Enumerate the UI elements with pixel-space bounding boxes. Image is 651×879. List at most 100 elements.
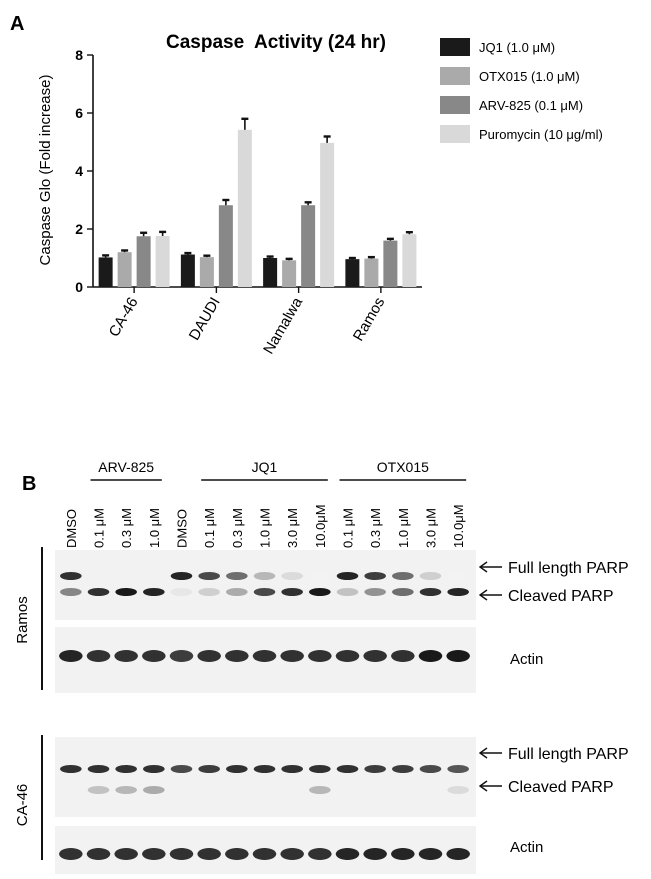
bar — [320, 142, 335, 287]
lane-label: 3.0 μM — [285, 508, 300, 548]
lane-label: 0.1 μM — [202, 508, 217, 548]
legend-swatch — [440, 67, 470, 85]
blot-ca-46: CA-46 Full length PARP Cleaved PARP Actin — [14, 735, 629, 879]
band — [142, 650, 166, 662]
bar — [117, 252, 132, 287]
band-label: Full length PARP — [508, 560, 629, 577]
bar — [402, 234, 417, 287]
legend-label: ARV-825 (0.1 μM) — [479, 98, 583, 113]
lane-label: 0.3 μM — [119, 508, 134, 548]
bar — [180, 254, 195, 287]
band — [143, 765, 165, 773]
band — [87, 765, 110, 773]
band — [60, 588, 82, 596]
band — [225, 848, 249, 860]
band — [336, 765, 359, 773]
legend-label: OTX015 (1.0 μM) — [479, 69, 580, 84]
band — [142, 848, 166, 860]
y-tick-label: 6 — [75, 105, 83, 121]
legend-label: Puromycin (10 μg/ml) — [479, 127, 603, 142]
bar — [364, 258, 379, 287]
band — [226, 765, 248, 773]
band — [253, 572, 276, 580]
legend-swatch — [440, 38, 470, 56]
band — [87, 588, 110, 596]
band — [226, 588, 248, 596]
band — [114, 848, 138, 860]
band — [392, 588, 414, 596]
y-tick-label: 8 — [75, 47, 83, 63]
band — [169, 650, 194, 662]
bar — [237, 129, 252, 287]
lane-label: 0.1 μM — [92, 508, 107, 548]
band — [309, 588, 331, 596]
chart-x-tick-labels: CA-46 DAUDI Namalwa Ramos — [106, 287, 388, 357]
x-tick-label: Namalwa — [260, 294, 306, 357]
band — [253, 765, 276, 773]
y-axis-label: Caspase Glo (Fold increase) — [37, 75, 54, 266]
band — [335, 848, 360, 860]
band — [281, 765, 303, 773]
lane-label: DMSO — [175, 509, 190, 548]
band — [170, 572, 193, 580]
band — [143, 588, 165, 596]
band — [226, 572, 248, 580]
band — [60, 572, 82, 580]
band — [447, 588, 469, 596]
band — [309, 786, 331, 794]
x-tick-label: DAUDI — [186, 295, 224, 344]
panel-a-label: A — [10, 13, 24, 35]
band — [446, 848, 470, 860]
bar — [98, 257, 113, 287]
chart-bars — [98, 117, 417, 287]
lane-label: 0.3 μM — [230, 508, 245, 548]
band — [169, 848, 194, 860]
legend-swatch — [440, 125, 470, 143]
band — [87, 786, 110, 794]
band — [225, 650, 249, 662]
x-tick-label: CA-46 — [106, 295, 142, 340]
band — [364, 588, 386, 596]
band — [447, 572, 469, 580]
band — [308, 848, 332, 860]
legend-swatch — [440, 96, 470, 114]
group-label: ARV-825 — [98, 459, 154, 475]
legend-label: JQ1 (1.0 μM) — [479, 40, 555, 55]
lane-label: 3.0 μM — [424, 508, 439, 548]
band — [309, 765, 331, 773]
band — [308, 650, 332, 662]
lane-label: 10.0μM — [313, 504, 328, 548]
bar — [155, 235, 170, 287]
y-tick-label: 2 — [75, 221, 83, 237]
arrow-head-icon — [478, 780, 488, 792]
group-label: JQ1 — [252, 459, 278, 475]
band — [419, 588, 442, 596]
bar — [263, 258, 278, 287]
lane-labels: DMSO 0.1 μM 0.3 μM 1.0 μM DMSO 0.1 μM 0.3 μM 1.… — [64, 504, 466, 548]
band — [170, 588, 193, 596]
band — [197, 650, 221, 662]
band — [447, 786, 469, 794]
group-label: OTX015 — [377, 459, 429, 475]
band — [335, 650, 360, 662]
lane-label: 1.0 μM — [258, 508, 273, 548]
chart-legend: JQ1 (1.0 μM) OTX015 (1.0 μM) ARV-825 (0.1 … — [440, 38, 603, 143]
bar — [383, 240, 398, 287]
bar — [136, 236, 151, 287]
band — [281, 572, 303, 580]
x-tick-label: Ramos — [350, 295, 388, 345]
band — [391, 650, 415, 662]
band — [391, 848, 415, 860]
treatment-group-headers: ARV-825 JQ1 OTX015 — [90, 459, 467, 481]
band — [280, 848, 304, 860]
arrow-head-icon — [478, 589, 488, 601]
band — [363, 848, 387, 860]
band — [446, 650, 470, 662]
band — [60, 765, 82, 773]
band — [280, 650, 304, 662]
chart-title: Caspase Activity (24 hr) — [166, 32, 386, 53]
band — [418, 848, 443, 860]
band — [170, 765, 193, 773]
